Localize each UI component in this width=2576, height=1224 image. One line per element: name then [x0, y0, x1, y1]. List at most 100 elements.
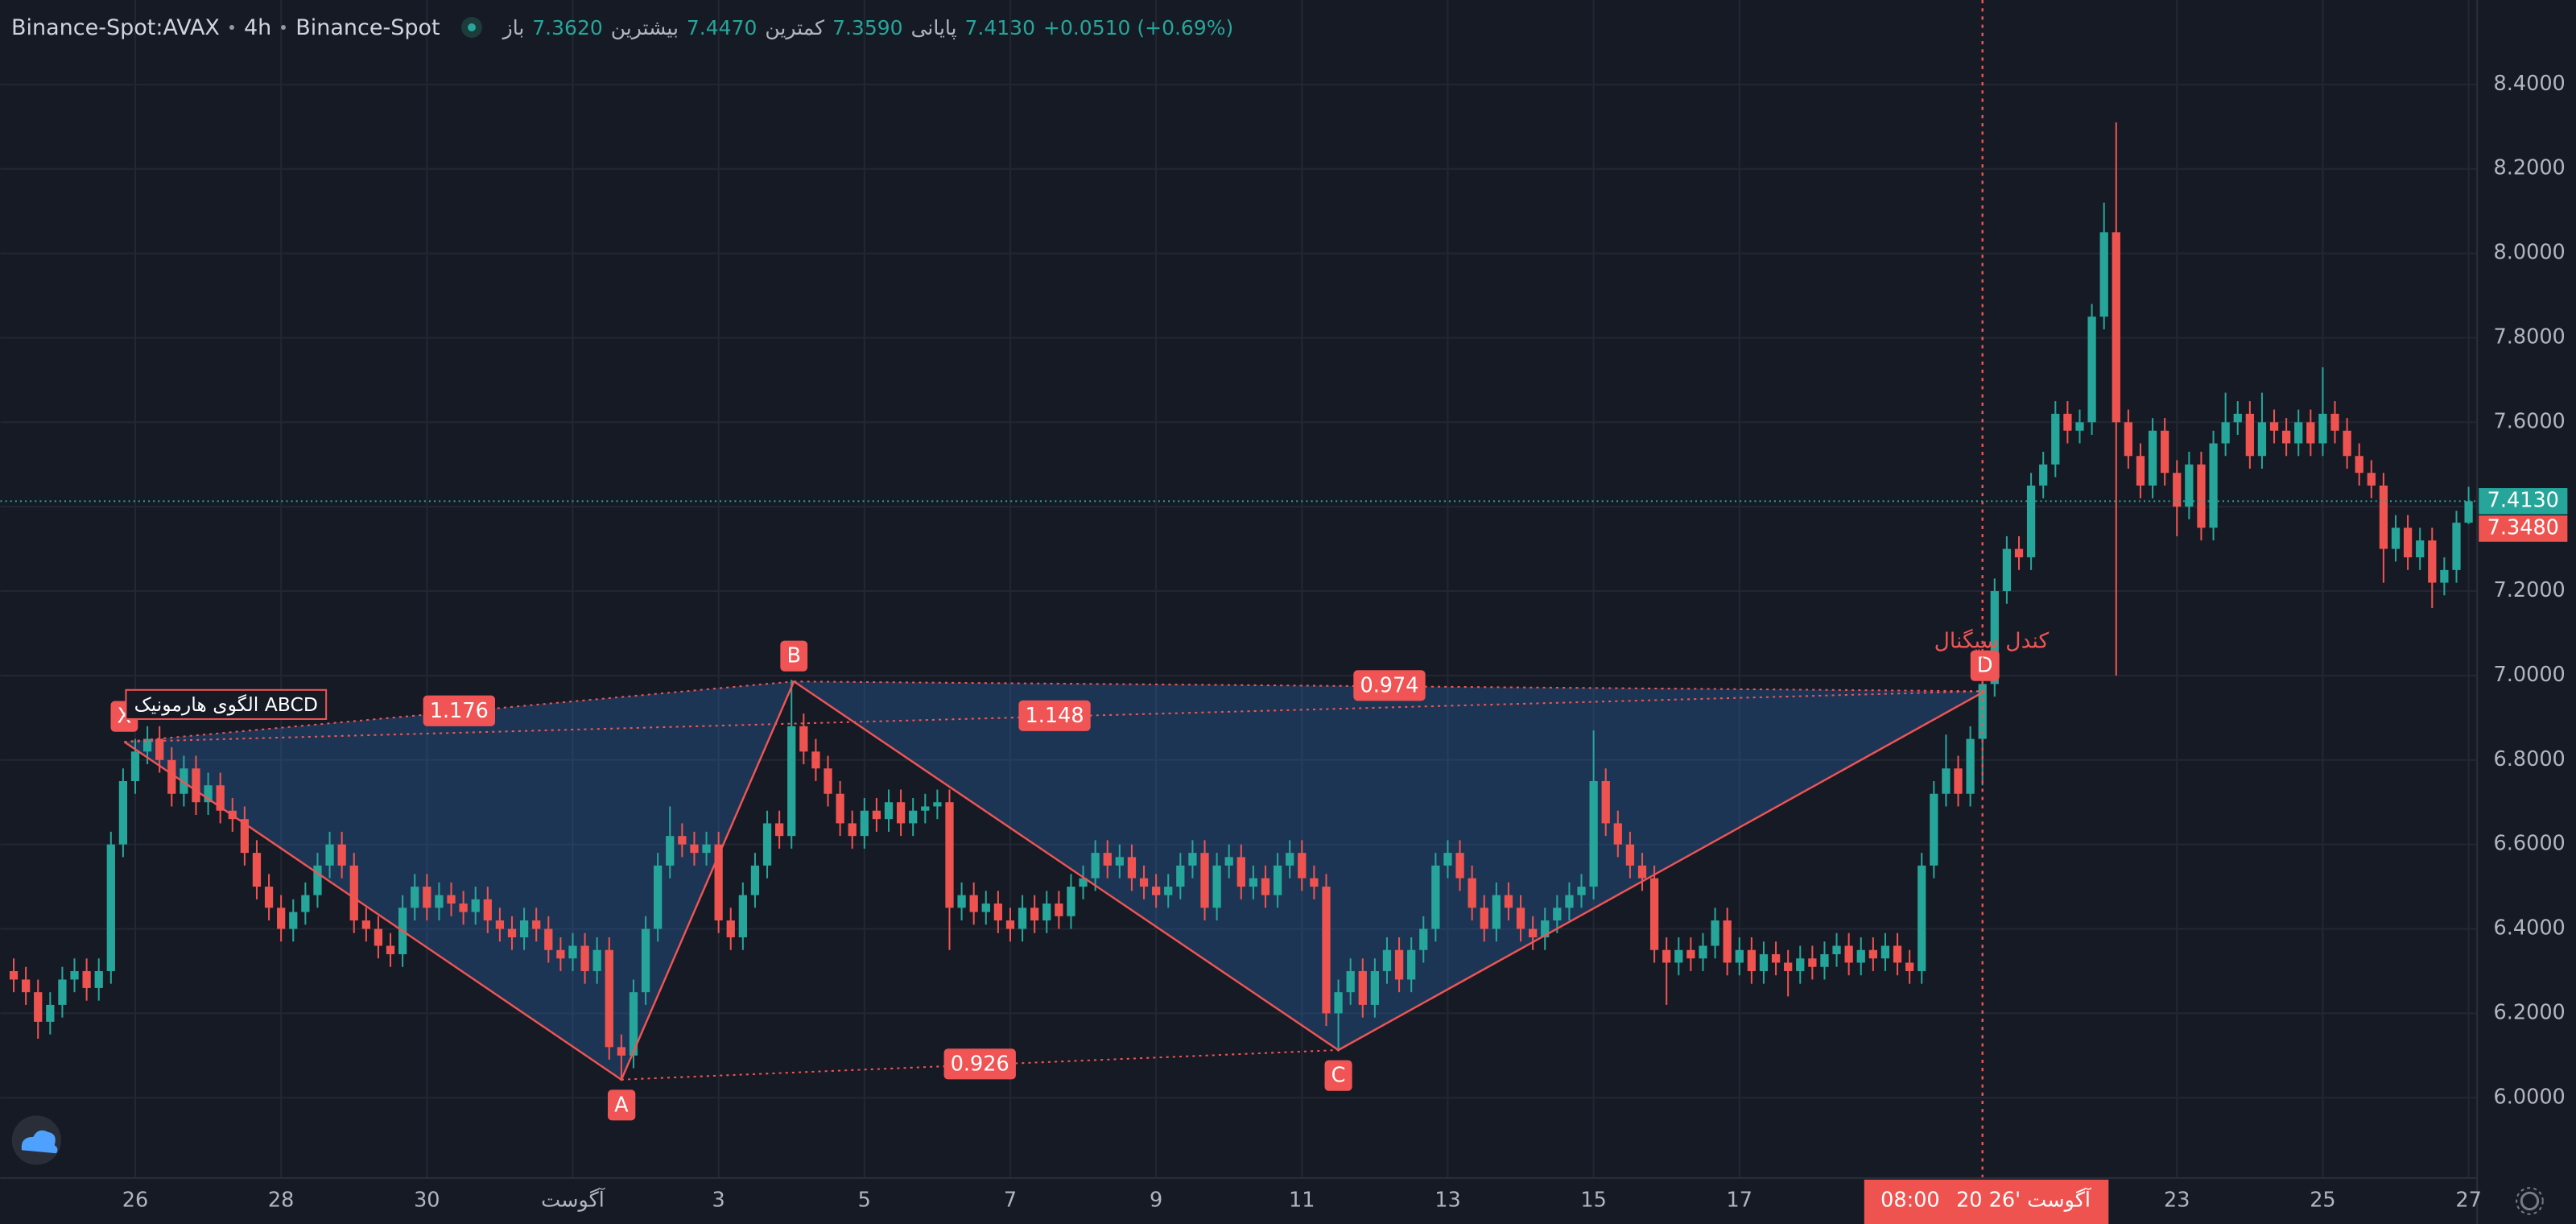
candle-body — [1820, 953, 1829, 967]
candle-body — [180, 768, 188, 794]
candle-body — [2185, 464, 2194, 507]
candle-body — [1880, 945, 1890, 959]
candle-body — [2002, 548, 2012, 592]
candle-body — [896, 802, 906, 824]
y-tick-label: 7.8000 — [2494, 325, 2566, 349]
candle-body — [1030, 908, 1039, 921]
candle-body — [9, 970, 19, 980]
x-tick-label: 7 — [1004, 1188, 1017, 1212]
candle-body — [969, 895, 978, 912]
interval[interactable]: 4h — [243, 14, 272, 40]
candle-body — [2391, 527, 2401, 549]
candle-body — [70, 970, 79, 980]
pattern-area — [794, 681, 1985, 1051]
candle-body — [1480, 908, 1488, 929]
x-tick-label: 17 — [1727, 1188, 1752, 1212]
pattern-area — [124, 681, 795, 1080]
ratio-label-box — [943, 1048, 1016, 1080]
x-tick-label: 13 — [1435, 1188, 1460, 1212]
candle-body — [945, 802, 954, 908]
candle-body — [1541, 920, 1550, 938]
candle-body — [1905, 962, 1914, 971]
ohlc-label: باز — [502, 15, 525, 39]
header: Binance-Spot:AVAX 4h Binance-Spot باز 7.3… — [11, 11, 1233, 43]
ohlc-value: 7.4470 — [686, 15, 758, 39]
ohlc-label: پایانی — [910, 15, 957, 39]
candle-body — [155, 738, 164, 760]
point-label: A — [614, 1093, 629, 1117]
candle-body — [1577, 887, 1586, 895]
price-axis — [2477, 0, 2576, 1224]
candle-body — [2026, 485, 2036, 558]
ratio-label-box — [1353, 670, 1426, 701]
candle-body — [2063, 413, 2072, 431]
candle-body — [993, 904, 1003, 921]
candle-body — [909, 810, 918, 824]
candle-body — [106, 844, 115, 971]
candle-body — [1565, 895, 1574, 908]
candle-body — [568, 945, 577, 959]
candle-body — [1796, 958, 1805, 971]
candle-body — [884, 802, 894, 820]
logo-cloud — [21, 1130, 58, 1154]
candle-body — [1918, 865, 1926, 971]
candle-body — [46, 1004, 55, 1022]
candle-body — [301, 895, 310, 912]
candle-body — [1808, 958, 1817, 967]
candle-body — [130, 751, 140, 782]
candle-body — [1856, 949, 1865, 963]
candle-body — [1942, 768, 1951, 794]
candle-body — [1699, 945, 1707, 959]
candle-body — [483, 899, 492, 921]
candle-body — [690, 844, 699, 854]
separator — [229, 25, 234, 30]
candle-body — [641, 928, 650, 993]
x-tick-label: 23 — [2164, 1188, 2190, 1212]
candle-body — [2221, 422, 2230, 444]
crosshair-date: 20 آگوست '26 — [1956, 1187, 2092, 1212]
candle-body — [2452, 523, 2461, 570]
candle-body — [2087, 316, 2096, 423]
y-tick-label: 6.8000 — [2494, 747, 2566, 771]
candle-body — [556, 949, 565, 959]
ratio-label: 0.974 — [1360, 673, 1418, 697]
candle-body — [775, 823, 784, 837]
signal-label: کندل سیگنال — [1934, 629, 2050, 654]
symbol[interactable]: Binance-Spot:AVAX — [11, 14, 220, 40]
candle-body — [1103, 853, 1112, 866]
pattern-leg — [123, 741, 622, 1081]
candle-body — [2197, 464, 2206, 528]
candle-body — [750, 865, 760, 895]
candle-body — [532, 920, 541, 929]
candle-body — [544, 928, 553, 950]
candle-body — [1711, 920, 1719, 946]
candle-body — [1005, 920, 1015, 929]
y-tick-label: 8.4000 — [2494, 72, 2566, 96]
crosshair-label: 08:00 20 آگوست '26 — [1864, 1179, 2109, 1224]
candle-body — [325, 844, 334, 866]
ratio-label: 0.926 — [951, 1052, 1009, 1076]
candle-body — [1236, 857, 1245, 887]
candle-body — [2330, 413, 2339, 431]
pattern-leg — [620, 680, 795, 1081]
point-label: D — [1977, 654, 1993, 678]
candle-body — [617, 1047, 626, 1056]
candle-body — [1346, 970, 1355, 993]
candle-body — [1759, 953, 1769, 971]
status-dot — [460, 17, 482, 38]
candle-body — [1188, 853, 1197, 866]
candle-body — [605, 949, 613, 1048]
candle-body — [1164, 887, 1173, 895]
candle-body — [1212, 865, 1221, 908]
candle-body — [1139, 878, 1149, 887]
candle-body — [592, 949, 601, 971]
candle-body — [1334, 992, 1343, 1014]
candle-body — [1625, 844, 1635, 866]
pattern-leg — [1337, 690, 1986, 1052]
candle-body — [2051, 413, 2060, 465]
candle-body — [2282, 430, 2291, 444]
candle-body — [1200, 853, 1209, 908]
candle-body — [1455, 853, 1464, 879]
candle-body — [1735, 949, 1744, 963]
settings-icon — [2520, 1191, 2540, 1211]
